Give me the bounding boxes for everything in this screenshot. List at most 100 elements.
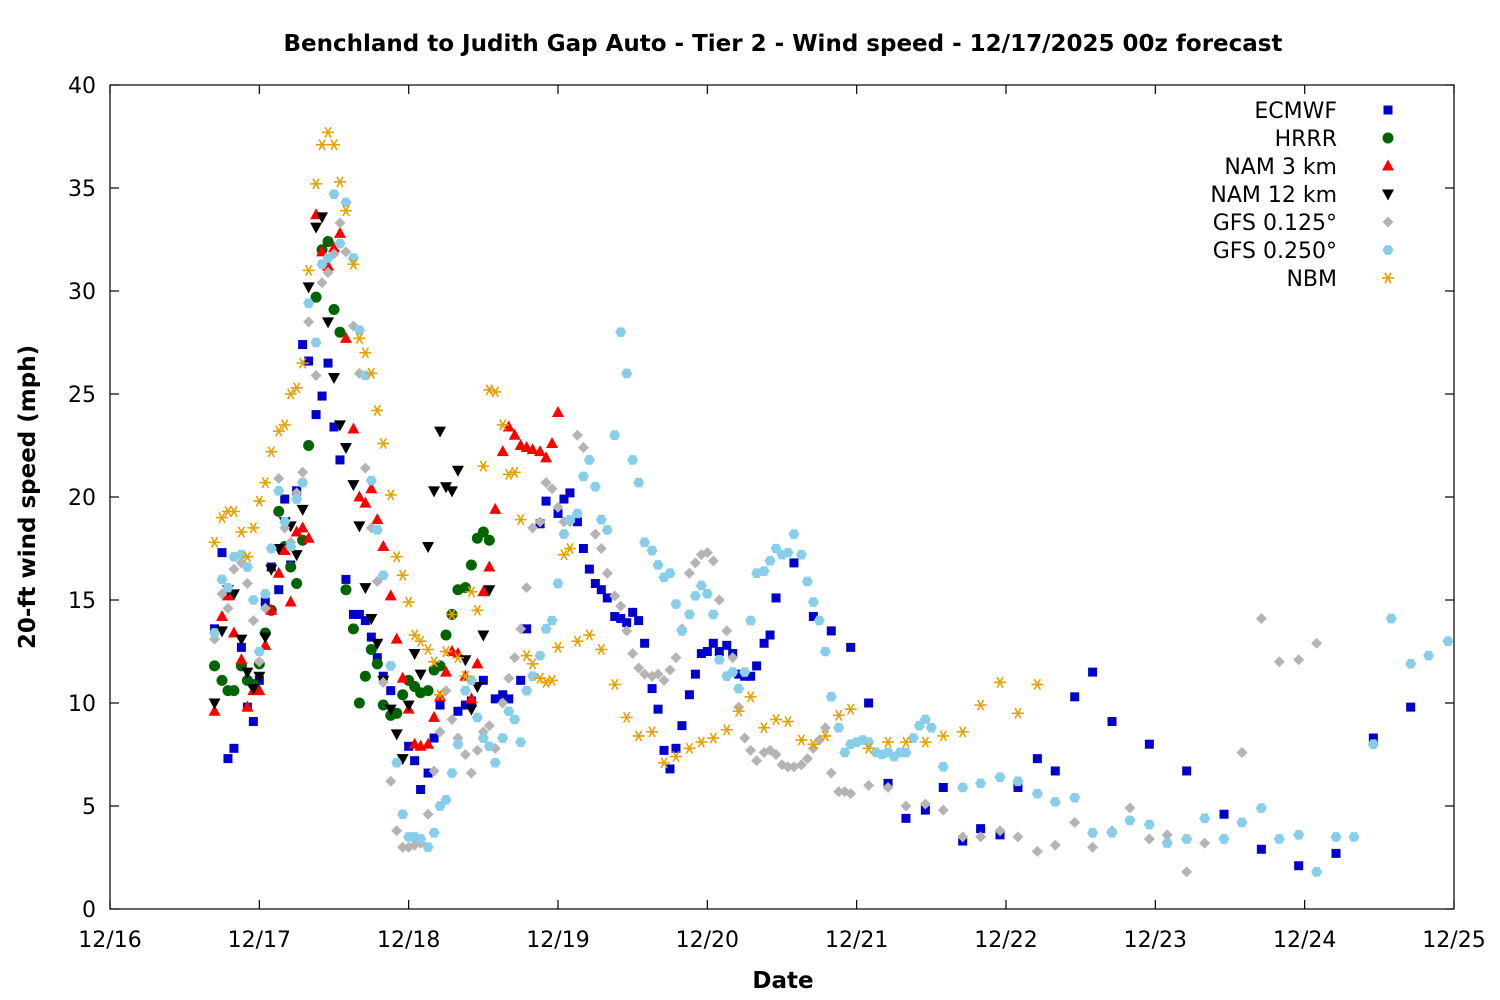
data-point [764,556,776,566]
data-point [789,558,799,568]
data-point [689,557,701,569]
data-point [353,697,365,709]
data-point [609,430,621,440]
data-point [445,486,458,498]
legend-marker [1381,271,1395,285]
data-point [410,756,420,766]
data-point [259,632,272,644]
data-point [310,337,322,348]
y-tick-label: 15 [68,589,96,614]
data-point [284,595,297,607]
data-point [465,559,477,571]
data-point [682,742,697,755]
data-point [863,779,875,791]
data-point [334,217,346,229]
data-point [751,755,763,767]
data-point [627,648,639,660]
data-point [515,737,527,747]
data-point [222,602,234,614]
data-point [297,477,309,488]
data-point [1161,838,1173,848]
data-point [402,700,415,712]
data-point [570,635,585,648]
data-point [321,126,335,139]
data-point [1107,717,1117,727]
data-point [328,304,340,316]
data-point [359,670,371,682]
series-gfs-0-125 [209,217,1323,878]
data-point [317,391,327,401]
data-point [1406,702,1416,712]
data-point [359,583,372,595]
data-point [645,725,659,738]
x-tick-label: 12/18 [377,928,440,953]
data-point [621,368,633,379]
data-point [376,437,391,450]
data-point [864,698,874,708]
data-point [1088,667,1098,677]
data-point [1011,707,1025,720]
data-point [1087,841,1099,853]
data-point [228,563,240,575]
data-point [769,713,783,726]
data-point [280,494,290,504]
data-point [370,404,385,417]
data-point [994,772,1006,782]
data-point [701,589,713,599]
data-point [296,521,309,533]
data-point [615,600,627,612]
data-point [1236,746,1248,758]
data-point [1330,832,1342,842]
data-point [353,490,366,502]
data-point [401,596,416,609]
data-point [408,649,421,661]
data-point [881,736,895,749]
data-point [659,745,669,755]
data-point [1256,844,1266,854]
data-point [216,574,228,585]
data-point [1273,656,1285,668]
data-point [359,462,371,474]
data-point [1069,816,1081,828]
data-point [640,638,650,648]
data-point [434,426,447,438]
data-point [707,609,719,620]
data-point [1031,788,1043,799]
data-point [397,809,409,820]
data-point [759,638,769,648]
data-point [340,584,352,596]
data-point [339,443,352,455]
data-point [258,476,273,489]
y-tick-label: 40 [68,74,96,99]
y-tick-label: 5 [82,795,96,820]
data-point [596,585,606,595]
data-point [722,640,732,650]
data-point [302,282,315,294]
data-point [229,743,239,753]
x-tick-label: 12/25 [1422,928,1485,953]
data-point [347,253,359,263]
data-point [825,692,837,702]
data-point [993,676,1007,689]
data-point [509,652,521,664]
x-tick-label: 12/23 [1124,928,1187,953]
data-point [670,652,682,664]
plot-frame [109,84,1455,910]
data-point [938,782,948,792]
data-point [316,277,328,289]
data-point [358,346,373,359]
data-point [328,189,340,199]
data-point [477,733,489,743]
data-point [390,729,403,741]
legend-label: GFS 0.250° [1213,239,1337,264]
data-point [819,722,831,734]
data-point [534,650,546,661]
legend-marker [1383,105,1393,115]
data-point [595,514,607,525]
data-point [296,504,309,516]
data-point [428,710,441,722]
data-point [683,609,695,620]
legend-label: HRRR [1275,127,1337,152]
data-point [303,316,315,328]
